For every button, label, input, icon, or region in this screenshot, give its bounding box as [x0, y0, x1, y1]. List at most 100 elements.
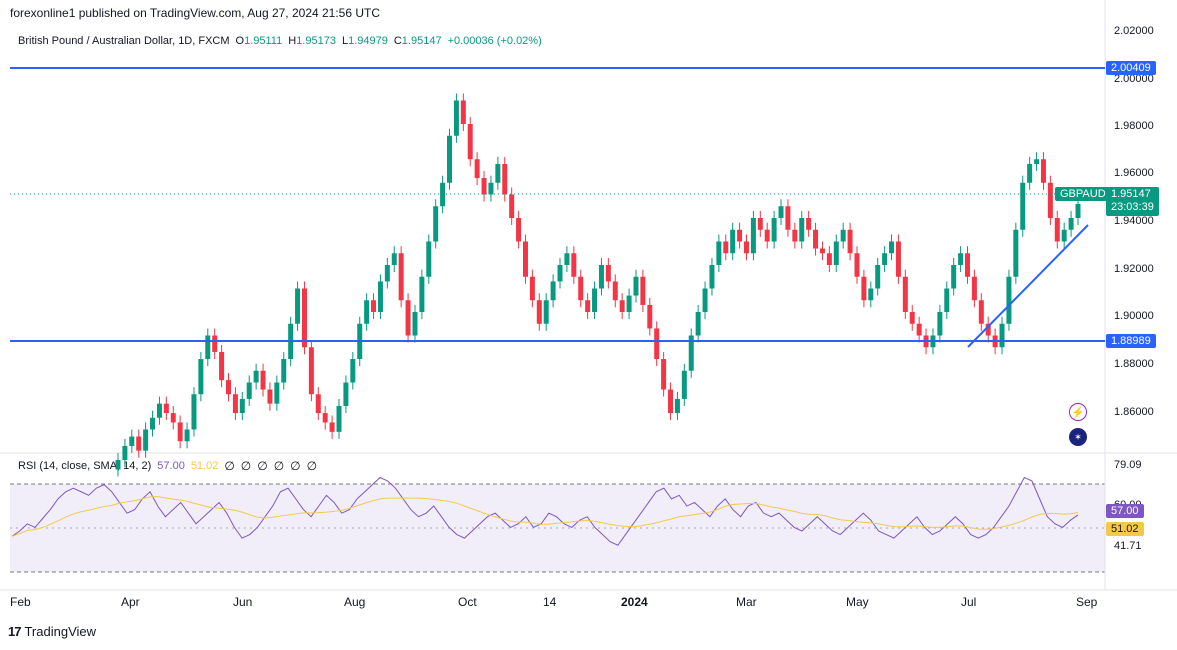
candle-body: [391, 253, 397, 265]
candle-body: [647, 304, 653, 329]
candle-body: [1047, 182, 1053, 218]
close-label: C: [393, 35, 402, 47]
candle-body: [571, 253, 577, 277]
price-tick: 1.96000: [1114, 167, 1154, 179]
candle-body: [495, 163, 501, 183]
candle-body: [833, 241, 839, 265]
candle-body: [267, 389, 273, 404]
hidden-eye-icon[interactable]: ∅: [306, 459, 318, 473]
candle-body: [578, 276, 584, 301]
candle-body: [702, 288, 708, 312]
hidden-eye-icon[interactable]: ∅: [273, 459, 285, 473]
candle-body: [668, 389, 674, 414]
candle-body: [868, 288, 874, 301]
candle-body: [985, 323, 991, 336]
symbol-name[interactable]: British Pound / Australian Dollar, 1D, F…: [18, 35, 230, 47]
candle-body: [246, 382, 252, 399]
candle-body: [695, 312, 701, 336]
change-value: +0.00036 (+0.02%): [447, 35, 542, 47]
candle-body: [136, 436, 142, 451]
candle-body: [398, 253, 404, 301]
candle-body: [882, 253, 888, 265]
candle-body: [737, 229, 743, 242]
price-tick: 2.00000: [1114, 73, 1154, 85]
candle-body: [232, 394, 238, 414]
candle-body: [750, 218, 756, 254]
lightning-icon[interactable]: ⚡: [1069, 403, 1087, 421]
flag-icon[interactable]: ✶: [1069, 428, 1087, 446]
candle-body: [1013, 229, 1019, 277]
candle-body: [150, 417, 156, 430]
candle-body: [377, 281, 383, 312]
candle-body: [937, 312, 943, 336]
hidden-eye-icon[interactable]: ∅: [290, 459, 301, 473]
candle-body: [557, 265, 563, 282]
published-header: forexonline1 published on TradingView.co…: [10, 6, 381, 20]
time-label: Aug: [344, 595, 366, 609]
candle-body: [274, 382, 280, 404]
candle-body: [861, 276, 867, 301]
time-label-year: 2024: [621, 595, 648, 609]
candle-body: [771, 218, 777, 242]
candle-body: [1027, 163, 1033, 183]
candle-body: [143, 429, 149, 451]
brand-name: TradingView: [24, 624, 97, 639]
rsi-line: [11, 476, 1079, 546]
candle-body: [253, 370, 259, 383]
candle-body: [205, 335, 211, 359]
candle-body: [819, 248, 825, 254]
candle-body: [895, 241, 901, 277]
candle-body: [674, 398, 680, 414]
candle-body: [447, 135, 453, 183]
candle-body: [944, 288, 950, 312]
candle-body: [129, 436, 135, 446]
candle-body: [1054, 218, 1060, 242]
candle-body: [315, 394, 321, 414]
candle-body: [1020, 182, 1026, 230]
price-tick: 1.90000: [1114, 310, 1154, 322]
candle-body: [219, 351, 225, 381]
rsi-sma-line: [11, 496, 1079, 537]
candle-body: [481, 178, 487, 195]
time-label: Feb: [10, 595, 31, 609]
candle-body: [329, 422, 335, 432]
candle-body: [509, 194, 515, 218]
candle-body: [730, 229, 736, 254]
high-label: H: [288, 35, 297, 47]
candle-body: [778, 206, 784, 218]
candle-body: [813, 229, 819, 249]
candle-body: [529, 276, 535, 301]
price-tick: 1.92000: [1114, 263, 1154, 275]
candle-body: [543, 300, 549, 324]
candle-body: [453, 100, 459, 136]
time-label: Oct: [458, 595, 477, 609]
hidden-eye-icon[interactable]: ∅: [240, 459, 252, 473]
last-price-badge: 1.95147 23:03:39: [1106, 187, 1159, 216]
price-chart[interactable]: [0, 0, 1177, 620]
candle-body: [1006, 276, 1012, 324]
candle-body: [564, 253, 570, 265]
candle-body: [999, 323, 1005, 348]
candle-body: [889, 241, 895, 254]
candle-body: [336, 406, 342, 432]
hidden-eye-icon[interactable]: ∅: [257, 459, 268, 473]
rsi-tick: 41.71: [1114, 540, 1142, 552]
candle-body: [902, 276, 908, 312]
hidden-eye-icon[interactable]: ∅: [224, 459, 235, 473]
footer-brand: 17 TradingView: [8, 624, 96, 639]
candle-body: [764, 229, 770, 242]
candle-body: [198, 359, 204, 395]
candle-body: [295, 288, 301, 324]
candle-body: [681, 370, 687, 399]
candle-body: [1034, 159, 1040, 164]
candle-body: [799, 218, 805, 242]
candle-body: [1068, 218, 1074, 230]
trendline[interactable]: [967, 224, 1089, 348]
rsi-legend-value: 57.00: [157, 460, 185, 472]
candle-body: [743, 241, 749, 254]
last-price-value: 1.95147: [1111, 188, 1151, 200]
candle-body: [806, 218, 812, 230]
rsi-value-badge: 57.00: [1106, 504, 1144, 518]
candle-body: [371, 300, 377, 312]
support-badge: 1.88989: [1106, 334, 1156, 348]
